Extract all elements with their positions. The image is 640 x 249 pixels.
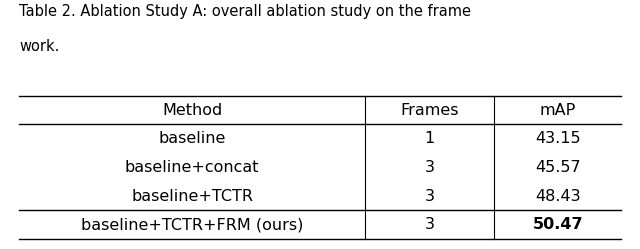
- Text: 50.47: 50.47: [532, 217, 583, 232]
- Text: baseline+concat: baseline+concat: [125, 160, 259, 175]
- Text: 48.43: 48.43: [535, 188, 580, 204]
- Text: Table 2. Ablation Study A: overall ablation study on the frame: Table 2. Ablation Study A: overall ablat…: [19, 4, 471, 19]
- Text: baseline: baseline: [159, 131, 226, 146]
- Text: baseline+TCTR+FRM (ours): baseline+TCTR+FRM (ours): [81, 217, 303, 232]
- Text: Method: Method: [162, 103, 222, 118]
- Text: 3: 3: [425, 160, 435, 175]
- Text: 3: 3: [425, 217, 435, 232]
- Text: mAP: mAP: [540, 103, 576, 118]
- Text: 43.15: 43.15: [535, 131, 580, 146]
- Text: Frames: Frames: [401, 103, 459, 118]
- Text: baseline+TCTR: baseline+TCTR: [131, 188, 253, 204]
- Text: 45.57: 45.57: [535, 160, 580, 175]
- Text: 3: 3: [425, 188, 435, 204]
- Text: work.: work.: [19, 39, 60, 54]
- Text: 1: 1: [425, 131, 435, 146]
